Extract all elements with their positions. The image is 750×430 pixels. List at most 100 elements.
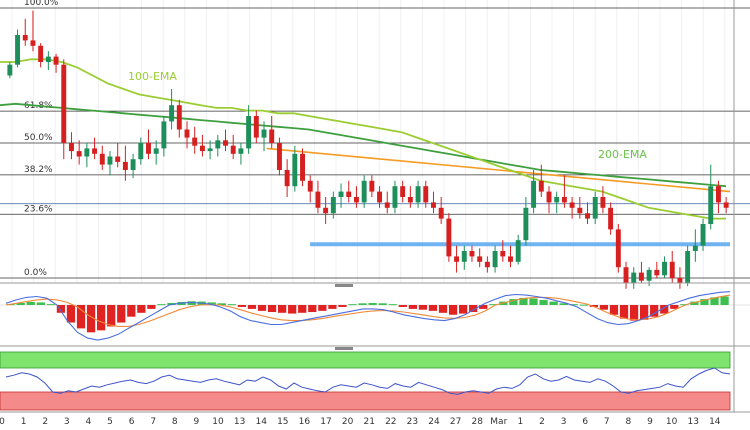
macd-histogram-bar [247,305,257,309]
fib-level-label: 23.6% [24,204,53,214]
x-tick-label: 7 [604,417,610,427]
macd-histogram-bar [459,305,468,314]
macd-histogram-bar [127,305,136,317]
candle-body [122,161,128,170]
x-tick-label: 2 [42,417,48,427]
macd-histogram-bar [388,304,397,306]
panel-resize-handle [335,284,353,287]
x-tick-label: 3 [64,417,70,427]
x-tick-label: 24 [428,417,440,427]
x-tick-label: 6 [582,417,588,427]
candle-body [477,256,483,262]
ema100-annotation: 100-EMA [128,70,177,83]
x-tick-label: 8 [172,417,178,427]
candle-body [269,129,275,143]
candle-body [223,140,228,146]
candle-body [608,207,614,230]
candle-body [346,191,352,197]
candle-body [677,278,683,284]
candle-body [323,207,329,214]
rsi-overbought-zone [0,351,731,369]
candle-body [461,251,467,262]
candle-body [631,272,637,284]
candle-body [207,148,213,152]
macd-histogram-bar [237,305,247,307]
candle-body [454,256,460,262]
x-tick-label: 4 [86,417,92,427]
candle-body [338,191,344,197]
candle-body [38,45,44,62]
candle-body [546,191,552,203]
candle-body [22,35,28,41]
macd-histogram-bar [358,303,367,305]
candle-body [246,116,252,149]
candle-body [69,143,74,152]
candle-body [53,56,59,65]
x-tick-label: 22 [385,417,396,427]
macd-histogram-bar [66,305,76,323]
macd-histogram-bar [217,303,226,305]
trendline [266,147,731,193]
x-tick-label: 17 [320,417,331,427]
x-tick-label: 10 [666,417,678,427]
macd-histogram-bar [157,304,166,306]
x-tick-label: 10 [212,417,224,427]
candle-body [638,272,644,281]
fib-level-label: 100.0% [24,0,59,8]
macd-histogram-bar [509,299,518,305]
candle-body [361,180,367,203]
macd-histogram-bar [76,305,86,329]
macd-histogram-bar [338,305,347,307]
macd-histogram-bar [448,305,458,315]
x-tick-label: 23 [407,417,418,427]
x-tick-label: 5 [107,417,113,427]
macd-histogram-bar [690,301,699,305]
candle-body [531,180,537,208]
candle-body [662,261,667,276]
x-tick-label: 14 [255,417,267,427]
fib-level-label: 50.0% [24,133,53,143]
candle-body [569,202,575,208]
macd-histogram-bar [438,305,448,313]
panel-resize-handle [335,347,353,350]
macd-histogram-bar [56,305,66,313]
candle-body [438,207,444,219]
macd-histogram-bar [86,305,96,333]
x-tick-label: 8 [626,417,632,427]
macd-histogram-bar [579,304,588,306]
candle-body [561,197,567,203]
x-tick-label: 6 [129,417,135,427]
macd-histogram-bar [609,305,619,315]
candle-body [600,197,606,208]
candle-body [392,186,398,208]
candle-body [407,197,413,203]
macd-histogram-bar [640,305,649,320]
candle-body [377,191,383,203]
candle-body [400,186,406,197]
x-tick-label: 7 [150,417,156,427]
macd-histogram-bar [187,301,196,305]
macd-histogram-bar [137,305,146,313]
macd-histogram-bar [107,305,116,327]
candle-body [500,251,506,257]
candle-body [330,197,336,214]
macd-histogram-bar [710,297,719,305]
candle-body [169,105,175,122]
x-tick-label: Mar [490,417,507,427]
candle-body [700,224,706,246]
candle-body [130,159,136,170]
candle-body [284,170,290,187]
candle-body [654,269,660,276]
macd-histogram-bar [257,305,267,311]
candle-body [138,143,144,160]
candle-body [646,269,652,281]
macd-histogram-bar [308,305,317,313]
candle-body [484,261,490,268]
candle-body [423,186,429,203]
candle-body [692,245,698,251]
candle-body [369,180,375,192]
fib-level-label: 38.2% [24,165,53,175]
candle-body [7,64,13,76]
